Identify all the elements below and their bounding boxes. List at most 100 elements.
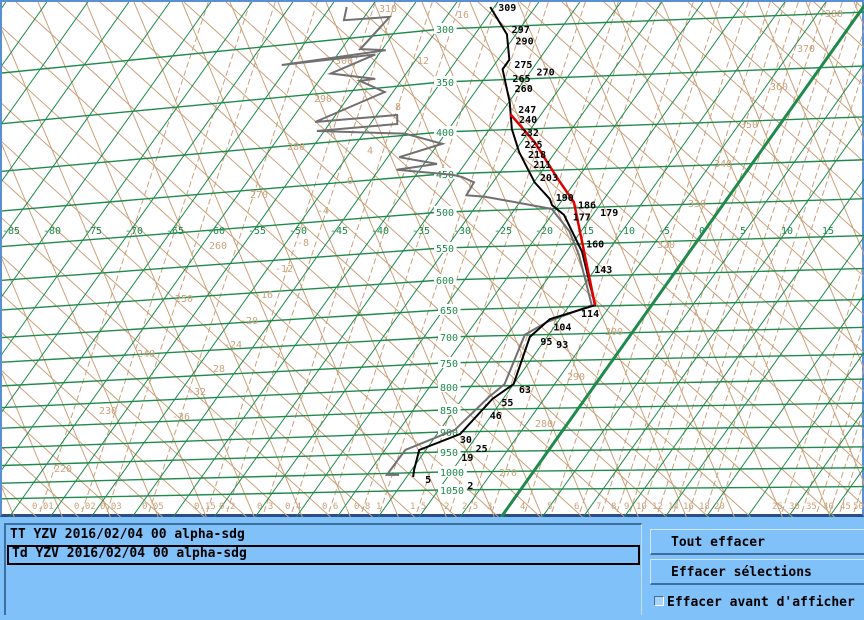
isobar-label-bg — [434, 23, 457, 34]
height-label: 46 — [490, 411, 502, 422]
mixing-ratio-label: 0.4 — [285, 502, 301, 512]
temperature-label: -50 — [289, 226, 307, 237]
mixing-ratio-line — [616, 2, 786, 513]
pressure-label: 450 — [436, 170, 454, 181]
mixing-ratio-label: 1.5 — [410, 502, 426, 512]
checkbox-icon[interactable] — [654, 596, 664, 606]
temperature-label: 10 — [781, 226, 793, 237]
list-item-tt[interactable]: TT YZV 2016/02/04 00 alpha-sdg — [10, 527, 245, 542]
temperature-label: 5 — [740, 226, 746, 237]
isobar-label-bg — [434, 274, 457, 285]
isobar-label-bg — [434, 76, 457, 87]
isotherm-line — [172, 2, 540, 517]
mixing-ratio-label: 12 — [652, 502, 663, 512]
isobar-label-bg — [438, 466, 467, 477]
wetbulb-label: 0 — [347, 176, 353, 187]
isotherm-line — [254, 2, 622, 517]
list-item-td[interactable]: Td YZV 2016/02/04 00 alpha-sdg — [7, 545, 640, 565]
dry-adiabat-line — [393, 2, 864, 430]
mixing-ratio-label: 0.2 — [219, 502, 235, 512]
dry-adiabat-line — [477, 2, 864, 354]
sounding-list[interactable]: TT YZV 2016/02/04 00 alpha-sdg Td YZV 20… — [4, 523, 642, 615]
mixing-ratio-label: 30 — [789, 502, 800, 512]
mixing-ratio-line — [468, 2, 638, 513]
height-label: 309 — [498, 3, 516, 14]
mixing-ratio-label: 2.5 — [462, 502, 478, 512]
pressure-label: 550 — [436, 244, 454, 255]
isobar-label-bg — [434, 206, 457, 217]
sounding-panel: TT YZV 2016/02/04 00 alpha-sdg Td YZV 20… — [0, 517, 864, 620]
tephigram-chart[interactable]: 300 350 400 450 500 550 600 650 700 750 800 850 900 9… — [0, 0, 864, 517]
dry-adiabat-line — [561, 2, 864, 278]
pressure-label: 750 — [440, 359, 458, 370]
mixing-ratio-label: 20 — [714, 502, 725, 512]
isotherm-line — [2, 2, 335, 471]
mixing-ratio-line — [629, 2, 799, 513]
temperature-label: -85 — [2, 226, 20, 237]
saturated-adiabat-line — [565, 2, 783, 517]
tephigram-svg: 3003504004505005506006507007508008509009… — [2, 2, 864, 517]
clear-all-button[interactable]: Tout effacer — [650, 529, 864, 555]
height-label: 19 — [461, 453, 473, 464]
mixing-ratio-label: 0.8 — [354, 502, 370, 512]
saturated-adiabat-line — [229, 2, 447, 517]
dry-adiabat-line — [2, 179, 373, 517]
theta-label: 280 — [287, 142, 305, 153]
temperature-label: -70 — [125, 226, 143, 237]
mixing-ratio-label: 0.01 — [32, 502, 54, 512]
temperature-label: -75 — [84, 226, 102, 237]
theta-label: 380 — [825, 9, 843, 20]
temperature-label: -10 — [617, 226, 635, 237]
height-label: 5 — [425, 475, 431, 486]
isobar-label-bg — [438, 357, 461, 368]
dry-adiabat-line — [57, 2, 625, 517]
clear-before-display-checkbox[interactable]: Effacer avant d'afficher — [654, 595, 855, 610]
isotherm-line — [746, 351, 864, 517]
theta-label: 290 — [314, 94, 332, 105]
wetbulb-label: 16 — [457, 10, 469, 21]
dry-adiabat-line — [2, 217, 331, 517]
dry-adiabat-line — [2, 408, 121, 517]
zero-isotherm-line — [500, 3, 864, 517]
mixing-ratio-label: 5 — [547, 502, 552, 512]
theta-label: 370 — [797, 44, 815, 55]
highlighted-segment — [509, 113, 597, 306]
mixing-ratio-label: 18 — [699, 502, 710, 512]
isotherm-line — [295, 2, 663, 517]
mixing-ratio-label: 0.3 — [257, 502, 273, 512]
height-label: 55 — [501, 398, 513, 409]
wetbulb-label: -16 — [255, 290, 273, 301]
clear-selections-button[interactable]: Effacer sélections — [650, 559, 864, 585]
pressure-label: 900 — [440, 428, 458, 439]
mixing-ratio-label: 9 — [624, 502, 629, 512]
isotherm-line — [2, 2, 48, 67]
dry-adiabat-line — [687, 2, 864, 163]
temperature-label: -25 — [494, 226, 512, 237]
mixing-ratio-label: 35 — [806, 502, 817, 512]
wetbulb-label: -4 — [317, 206, 329, 217]
theta-label: 260 — [209, 241, 227, 252]
height-label: 225 — [525, 140, 543, 151]
isobar-label-bg — [438, 304, 461, 315]
dry-adiabat-line — [183, 2, 751, 517]
height-label: 179 — [600, 208, 618, 219]
dry-adiabat-line — [2, 484, 37, 517]
dry-adiabat-line — [645, 2, 864, 201]
height-label: 240 — [519, 115, 537, 126]
mixing-ratio-line — [816, 367, 864, 513]
saturated-adiabat-line — [853, 2, 864, 28]
isotherm-line — [2, 2, 89, 124]
theta-label: 220 — [54, 464, 72, 475]
mixing-ratio-line — [148, 2, 318, 513]
isotherm-line — [213, 2, 581, 517]
mixing-ratio-label: 0.05 — [142, 502, 164, 512]
dry-adiabat-line — [141, 2, 709, 517]
saturated-adiabat-line — [37, 2, 255, 517]
height-label: 218 — [528, 150, 546, 161]
dry-adiabat-line — [2, 141, 415, 517]
height-label: 186 — [578, 200, 596, 211]
isobar-label-bg — [438, 484, 467, 495]
isobar-label-bg — [434, 242, 457, 253]
mixing-ratio-label: 0.6 — [322, 502, 338, 512]
saturated-adiabat-line — [661, 2, 864, 485]
